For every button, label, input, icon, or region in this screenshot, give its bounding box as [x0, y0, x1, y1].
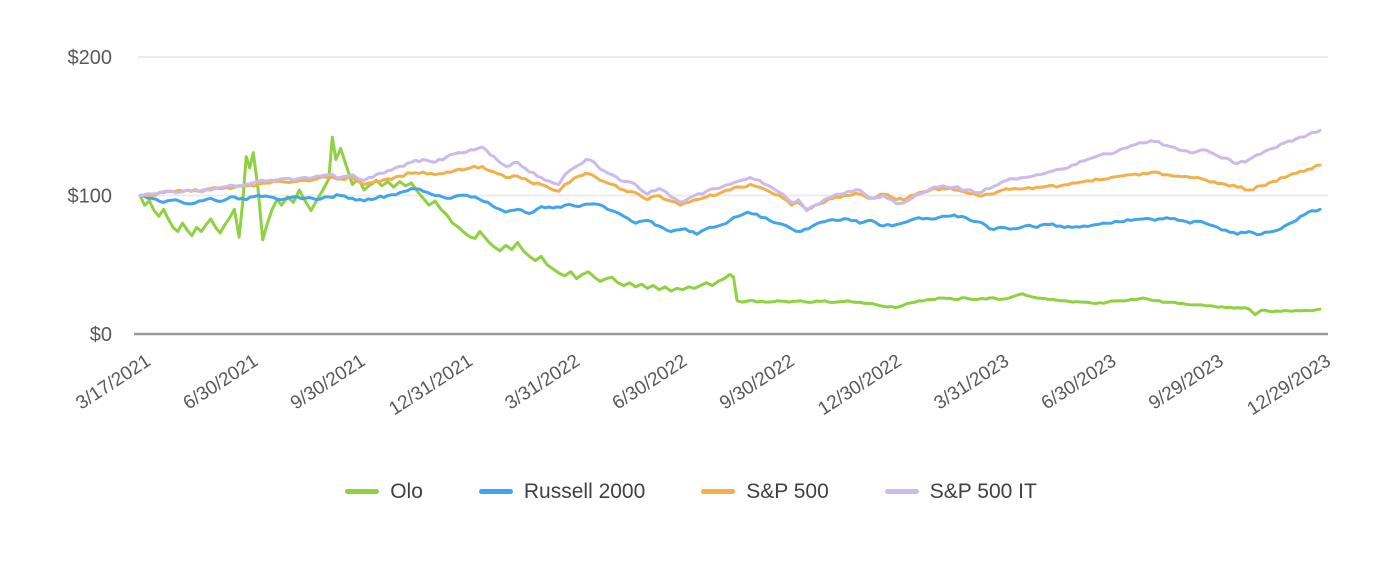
legend-swatch-russell-2000 — [478, 488, 513, 494]
chart-legend: Olo Russell 2000 S&P 500 S&P 500 IT — [0, 474, 1382, 508]
y-axis-tick-label: $100 — [68, 186, 113, 208]
legend-item-olo: Olo — [345, 481, 423, 502]
x-axis-tick-label: 6/30/2022 — [609, 351, 691, 415]
legend-label-olo: Olo — [390, 479, 423, 503]
y-axis-tick-label: $0 — [90, 324, 112, 346]
x-axis-tick-label: 3/31/2023 — [931, 351, 1013, 415]
x-axis-tick-label: 3/17/2021 — [72, 351, 154, 415]
x-axis-tick-label: 12/30/2022 — [814, 351, 905, 420]
series-line-s-p-500-it — [138, 128, 1322, 213]
legend-label-russell-2000: Russell 2000 — [523, 479, 646, 503]
legend-item-sp500: S&P 500 — [701, 481, 829, 502]
x-axis-tick-label: 3/31/2022 — [501, 351, 583, 415]
x-axis-tick-label: 12/29/2023 — [1244, 351, 1335, 420]
legend-swatch-sp500-it — [884, 488, 919, 494]
y-axis-tick-label: $200 — [68, 47, 113, 69]
x-axis-tick-label: 9/29/2023 — [1145, 351, 1227, 415]
x-axis-tick-label: 6/30/2021 — [180, 351, 262, 415]
legend-swatch-sp500 — [701, 488, 736, 494]
series-line-s-p-500 — [138, 163, 1322, 211]
legend-label-sp500-it: S&P 500 IT — [929, 479, 1037, 503]
legend-item-sp500-it: S&P 500 IT — [884, 479, 1037, 503]
series-line-olo — [138, 135, 1322, 317]
series-line-russell-2000 — [138, 187, 1322, 237]
x-axis-tick-label: 9/30/2021 — [287, 351, 369, 415]
legend-label-sp500: S&P 500 — [746, 479, 829, 503]
performance-line-chart: $200$100$03/17/2021 6/30/2021 9/30/2021 12/… — [68, 47, 1335, 420]
legend-item-russell-2000: Russell 2000 — [478, 479, 646, 503]
legend-swatch-olo — [345, 488, 380, 494]
x-axis-tick-label: 6/30/2023 — [1038, 351, 1120, 415]
x-axis-tick-label: 12/31/2021 — [385, 351, 476, 420]
x-axis-tick-label: 9/30/2022 — [716, 351, 798, 415]
